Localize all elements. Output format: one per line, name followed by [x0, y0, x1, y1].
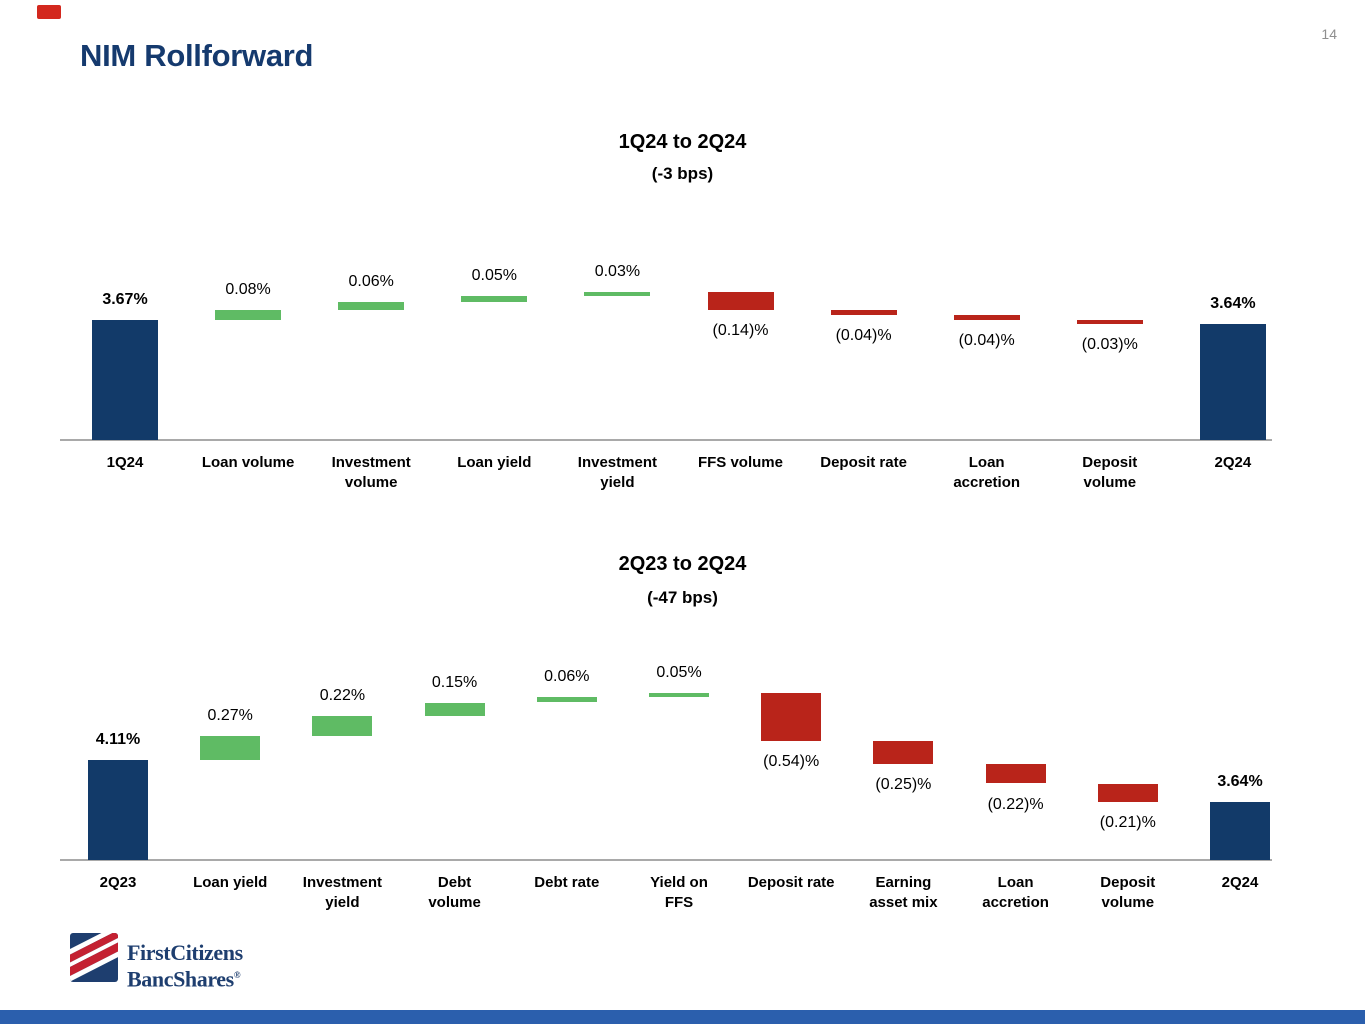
waterfall-bar-down — [830, 310, 897, 316]
waterfall-bar-down — [707, 291, 774, 310]
category-label: Investment yield — [302, 874, 382, 911]
chart-1-subtitle: (-3 bps) — [651, 164, 714, 183]
page-title: NIM Rollforward — [80, 38, 314, 73]
category-label: 2Q24 — [1214, 454, 1252, 471]
category-label: Loan accretion — [953, 454, 1021, 491]
waterfall-bar-down — [873, 741, 934, 764]
waterfall-bar-total — [88, 760, 148, 860]
category-label: Deposit volume — [1100, 874, 1156, 911]
chart-2-title: 2Q23 to 2Q24 — [618, 553, 747, 575]
company-name-line1: FirstCitizens — [127, 940, 243, 965]
value-label: 3.64% — [1217, 773, 1263, 791]
category-label: FFS volume — [697, 454, 783, 471]
waterfall-bar-up — [649, 692, 709, 698]
waterfall-bar-up — [461, 295, 528, 303]
value-label: 0.27% — [207, 706, 253, 724]
waterfall-bar-total — [1199, 324, 1266, 440]
value-label: (0.04)% — [835, 327, 892, 345]
waterfall-bar-down — [761, 692, 822, 742]
category-label: Deposit rate — [820, 454, 907, 471]
category-label: Earning asset mix — [869, 874, 938, 911]
value-label: (0.03)% — [1081, 336, 1138, 354]
value-label: 0.22% — [319, 687, 366, 704]
brand-accent-mark — [37, 5, 61, 19]
category-label: 1Q24 — [106, 454, 144, 471]
waterfall-bar-total — [92, 320, 158, 440]
chart-2-subtitle: (-47 bps) — [647, 588, 718, 607]
x-axis — [60, 859, 1272, 861]
value-label: 3.67% — [102, 291, 148, 309]
value-label: 0.08% — [225, 281, 271, 298]
chart-1-title: 1Q24 to 2Q24 — [618, 131, 747, 153]
value-label: 0.05% — [656, 663, 702, 681]
category-label: 2Q23 — [99, 874, 137, 891]
value-label: (0.54)% — [763, 753, 820, 771]
company-name: FirstCitizens BancShares® — [127, 941, 243, 990]
waterfall-bar-up — [536, 697, 597, 703]
category-label: Investment volume — [331, 454, 411, 491]
footer-band — [0, 1010, 1365, 1024]
category-label: Deposit volume — [1082, 454, 1138, 491]
waterfall-bar-up — [424, 702, 485, 716]
value-label: (0.21)% — [1099, 814, 1156, 832]
category-label: Loan yield — [193, 874, 268, 891]
page-number: 14 — [1321, 26, 1337, 42]
value-label: (0.22)% — [987, 795, 1044, 813]
category-label: Deposit rate — [747, 874, 835, 891]
value-label: (0.14)% — [712, 322, 769, 339]
category-label: Loan volume — [201, 454, 295, 471]
company-name-line2: BancShares® — [127, 966, 241, 992]
waterfall-bar-up — [584, 291, 651, 296]
category-label: Debt rate — [534, 874, 600, 891]
category-label: Loan accretion — [982, 874, 1049, 911]
category-label: Loan yield — [457, 454, 532, 471]
x-axis — [60, 439, 1272, 441]
category-label: 2Q24 — [1221, 874, 1259, 891]
firstcitizens-logo-icon — [70, 933, 118, 982]
waterfall-bar-up — [338, 302, 405, 310]
category-label: Investment yield — [577, 454, 657, 491]
registered-mark: ® — [233, 970, 241, 980]
value-label: 0.05% — [471, 266, 517, 284]
value-label: 0.15% — [431, 673, 478, 691]
waterfall-bar-down — [1097, 783, 1158, 803]
value-label: (0.04)% — [958, 332, 1015, 350]
waterfall-bar-up — [312, 716, 373, 736]
value-label: 0.03% — [594, 262, 641, 280]
value-label: 0.06% — [544, 668, 590, 686]
waterfall-bar-down — [953, 315, 1020, 321]
waterfall-bar-up — [215, 310, 282, 321]
waterfall-bar-down — [985, 763, 1046, 784]
waterfall-bar-up — [200, 735, 261, 761]
category-label: Yield on FFS — [650, 874, 708, 911]
waterfall-bar-total — [1210, 802, 1270, 860]
category-label: Debt volume — [428, 874, 481, 911]
value-label: 4.11% — [95, 731, 141, 749]
value-label: 3.64% — [1210, 295, 1256, 313]
value-label: (0.25)% — [875, 775, 932, 793]
waterfall-bar-down — [1076, 320, 1143, 325]
value-label: 0.06% — [348, 273, 394, 291]
